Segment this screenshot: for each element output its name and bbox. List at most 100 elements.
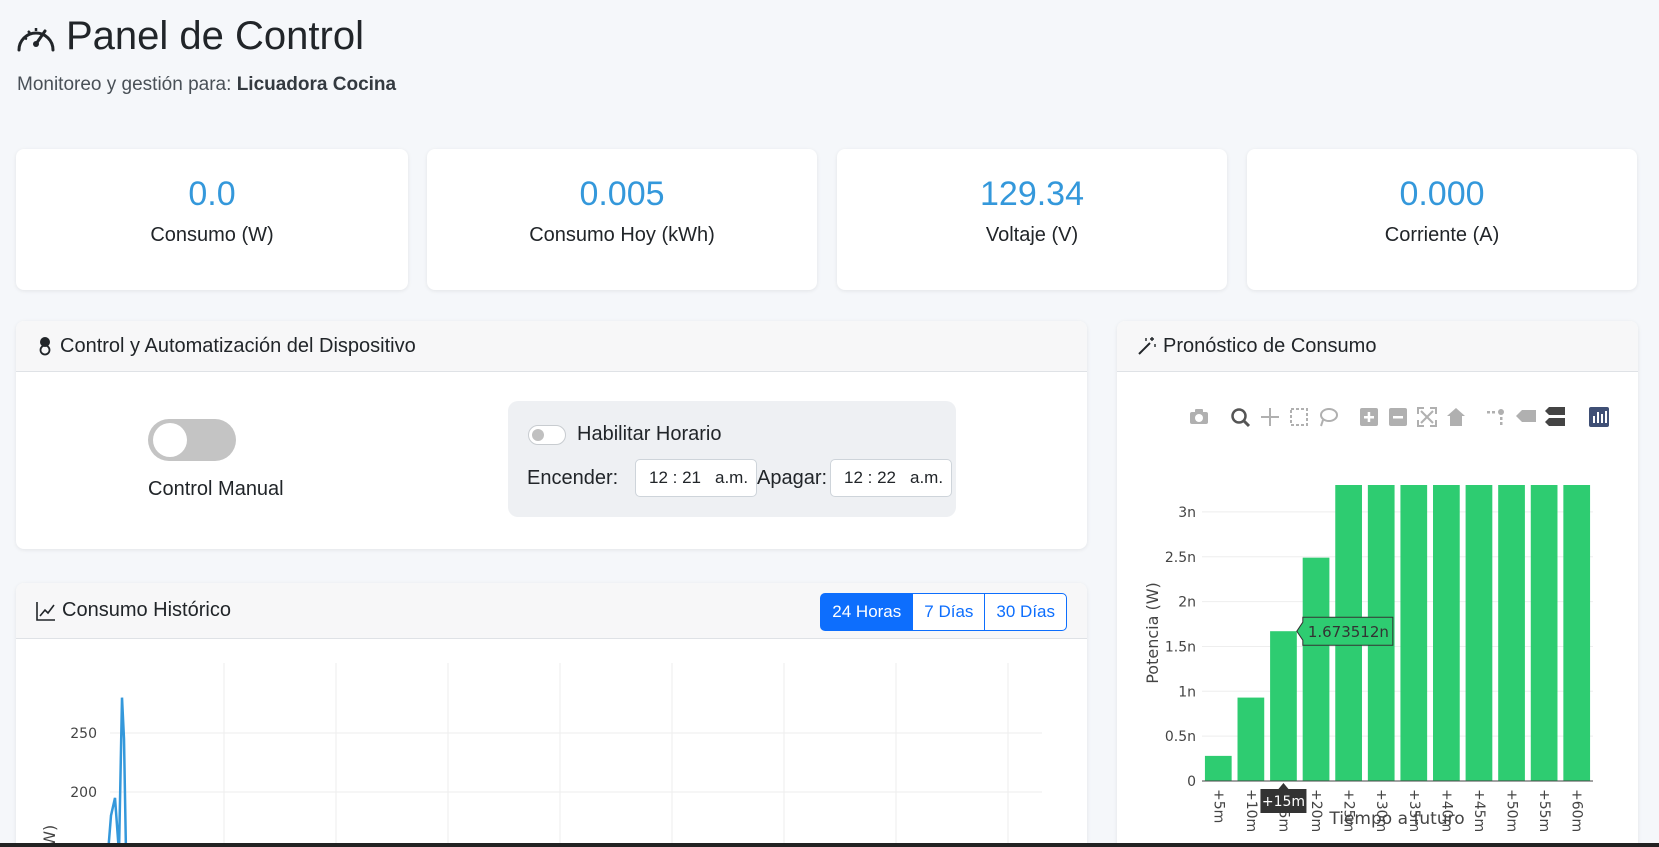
y-tick-label: 200	[70, 785, 97, 801]
y-tick-label: 1.5n	[1165, 639, 1196, 655]
y-tick-label: 2.5n	[1165, 550, 1196, 566]
control-card: Control y Automatización del Dispositivo…	[16, 321, 1087, 549]
y-tick-label: 2n	[1178, 595, 1196, 611]
stat-value: 0.000	[1399, 175, 1485, 213]
x-hover-arrow	[1278, 783, 1289, 789]
stat-card-power: 0.0 Consumo (W)	[16, 149, 408, 290]
on-time-input[interactable]: 12 : 21 a.m.	[635, 459, 757, 497]
stat-value: 0.0	[188, 175, 236, 213]
stat-label: Corriente (A)	[1384, 224, 1500, 246]
zoom-out-icon[interactable]	[1389, 408, 1407, 426]
stat-card-energy-today: 0.005 Consumo Hoy (kWh)	[427, 149, 817, 290]
zoom-in-icon[interactable]	[1360, 408, 1378, 426]
forecast-bar[interactable]	[1433, 485, 1460, 781]
page-subtitle: Monitoreo y gestión para: Licuadora Coci…	[17, 74, 396, 96]
history-chart[interactable]: 250 200 (W)	[16, 639, 1087, 847]
schedule-enable-switch[interactable]	[528, 425, 566, 445]
tooltip-value: 1.673512n	[1308, 623, 1389, 641]
forecast-bar[interactable]	[1465, 485, 1493, 781]
hover-x-label: +15m	[1260, 783, 1307, 813]
x-tick-label: +30m	[1373, 789, 1389, 832]
on-time-label: Encender:	[527, 467, 619, 489]
switch-knob	[153, 423, 187, 457]
x-tick-label: +5m	[1210, 789, 1226, 823]
tooltip-box	[1296, 616, 1394, 646]
history-card-title: Consumo Histórico	[62, 599, 231, 621]
device-name: Licuadora Cocina	[236, 74, 397, 95]
on-time-value: 12 : 21	[649, 468, 701, 487]
range-30d-button[interactable]: 30 Días	[984, 593, 1067, 631]
forecast-bar[interactable]	[1563, 485, 1591, 781]
y-tick-label: 1n	[1178, 684, 1196, 700]
stat-label: Voltaje (V)	[985, 224, 1079, 246]
zoom-icon[interactable]	[1231, 408, 1251, 428]
forecast-card-header: Pronóstico de Consumo	[1117, 321, 1638, 372]
toggles-icon	[39, 337, 51, 356]
schedule-enable-label: Habilitar Horario	[577, 423, 722, 445]
box-select-icon[interactable]	[1290, 408, 1308, 426]
control-card-title: Control y Automatización del Dispositivo	[60, 334, 416, 357]
switch-knob	[532, 429, 544, 441]
hover-compare-icon[interactable]	[1545, 407, 1565, 426]
hover-tooltip: 1.673512n	[1296, 616, 1394, 646]
stat-label: Consumo (W)	[150, 224, 274, 246]
schedule-panel: Habilitar Horario Encender: 12 : 21 a.m.…	[508, 401, 956, 517]
x-hover-box	[1260, 789, 1307, 813]
forecast-card: Pronóstico de Consumo 0 0.5n 1n 1.5n 2n 2.5n 3…	[1117, 321, 1638, 847]
speedometer-icon	[17, 27, 55, 51]
stat-value: 129.34	[980, 175, 1084, 213]
off-time-ampm: a.m.	[910, 468, 944, 487]
x-tick-label: +10m	[1243, 789, 1259, 832]
x-tick-label: +35m	[1406, 789, 1422, 832]
x-tick-label: +40m	[1438, 789, 1454, 832]
x-tick-label: +25m	[1341, 789, 1357, 832]
forecast-chart[interactable]: 0 0.5n 1n 1.5n 2n 2.5n 3n +5m +10m+15m+20m +25m +3…	[1117, 372, 1638, 847]
history-card: Consumo Histórico 24 Horas 7 Días 30 Día…	[16, 583, 1087, 847]
autoscale-icon[interactable]	[1417, 407, 1437, 427]
y-tick-label: 0.5n	[1165, 729, 1196, 745]
stat-card-voltage: 129.34 Voltaje (V)	[837, 149, 1227, 290]
forecast-bar[interactable]	[1400, 485, 1428, 781]
subtitle-prefix: Monitoreo y gestión para:	[17, 74, 232, 95]
hover-closest-icon[interactable]	[1516, 410, 1536, 422]
forecast-bar[interactable]	[1204, 755, 1232, 781]
x-hover-value: +15m	[1262, 794, 1305, 810]
home-icon[interactable]	[1447, 408, 1465, 426]
forecast-card-title: Pronóstico de Consumo	[1163, 334, 1377, 357]
control-card-header: Control y Automatización del Dispositivo	[16, 321, 1087, 372]
range-7d-button[interactable]: 7 Días	[912, 593, 986, 631]
x-tick-label: +60m	[1569, 789, 1585, 832]
off-time-input[interactable]: 12 : 22 a.m.	[830, 459, 952, 497]
history-card-header: Consumo Histórico 24 Horas 7 Días 30 Día…	[16, 583, 1087, 639]
stat-card-current: 0.000 Corriente (A)	[1247, 149, 1637, 290]
range-button-group: 24 Horas 7 Días 30 Días	[820, 593, 1067, 631]
forecast-bar[interactable]	[1530, 485, 1558, 781]
page-title: Panel de Control	[16, 14, 364, 59]
y-tick-label: 0	[1187, 774, 1196, 790]
off-time-value: 12 : 22	[844, 468, 896, 487]
stat-value: 0.005	[579, 175, 665, 213]
spike-lines-icon[interactable]	[1487, 409, 1504, 425]
lasso-icon[interactable]	[1320, 408, 1338, 427]
stat-label: Consumo Hoy (kWh)	[529, 224, 715, 246]
x-tick-label: +50m	[1504, 789, 1520, 832]
x-tick-label: +20m	[1308, 789, 1324, 832]
pan-icon[interactable]	[1261, 408, 1279, 426]
off-time-label: Apagar:	[757, 467, 828, 489]
forecast-bar[interactable]	[1302, 557, 1330, 781]
page-title-text: Panel de Control	[66, 14, 364, 58]
manual-control-label: Control Manual	[148, 478, 284, 500]
history-series-line[interactable]	[107, 697, 128, 847]
y-tick-label: 250	[70, 726, 97, 742]
y-tick-label: 3n	[1178, 505, 1196, 521]
forecast-bar[interactable]	[1270, 631, 1297, 781]
forecast-bar[interactable]	[1237, 697, 1265, 781]
on-time-ampm: a.m.	[715, 468, 749, 487]
range-24h-button[interactable]: 24 Horas	[820, 593, 914, 631]
plotly-logo-icon[interactable]	[1589, 407, 1609, 427]
forecast-bar[interactable]	[1498, 485, 1525, 781]
camera-icon[interactable]	[1190, 409, 1208, 424]
x-tick-label: +55m	[1536, 789, 1552, 832]
y-axis-title: Potencia (W)	[1143, 582, 1162, 684]
manual-control-switch[interactable]	[148, 419, 236, 461]
